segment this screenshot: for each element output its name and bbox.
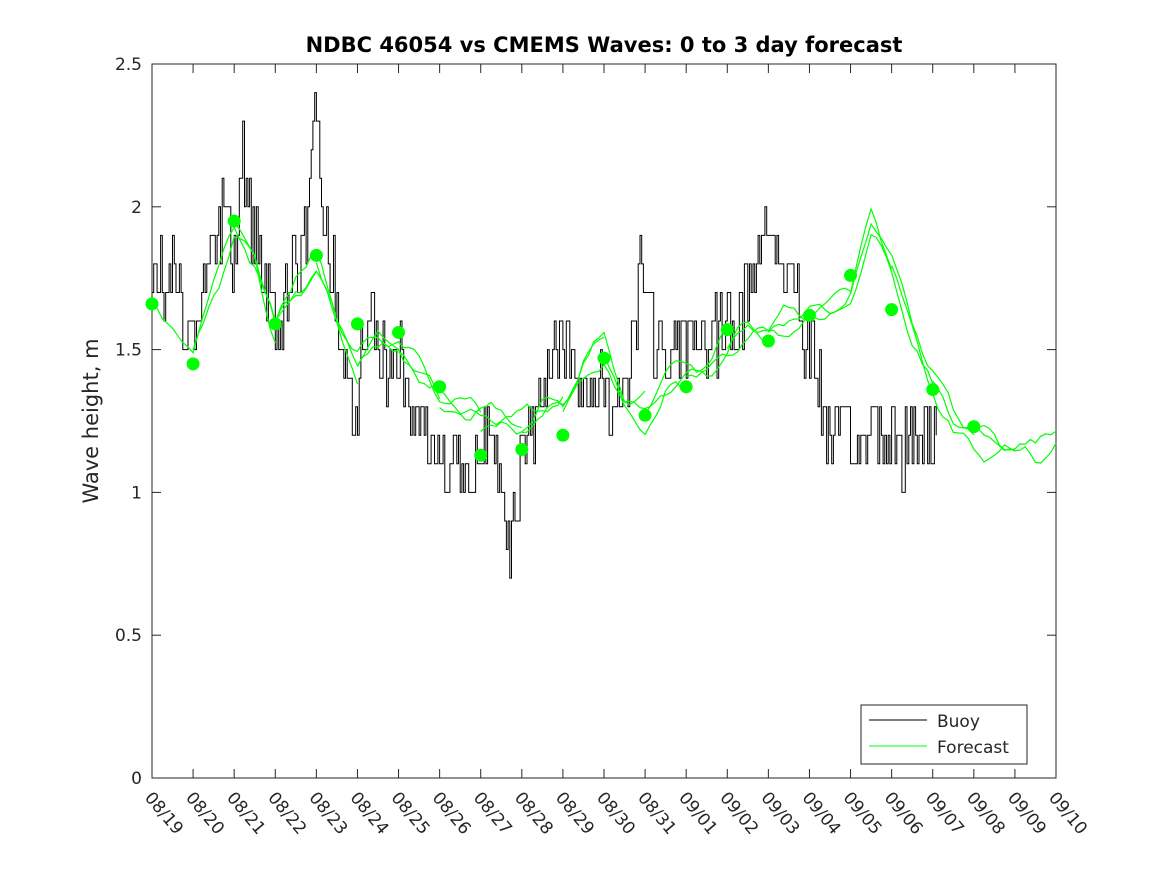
y-tick-label: 2.5: [115, 55, 142, 75]
forecast-start-marker: [802, 308, 816, 322]
x-tick-label: 08/31: [633, 788, 680, 838]
buoy-line: [152, 92, 937, 579]
forecast-run-line: [686, 311, 811, 378]
forecast-start-marker: [761, 334, 775, 348]
forecast-run-line: [603, 327, 728, 410]
forecast-start-marker: [885, 303, 899, 317]
forecast-run-line: [315, 262, 441, 400]
x-tick-label: 08/24: [346, 788, 393, 838]
x-tick-label: 09/10: [1044, 788, 1091, 838]
y-tick-label: 2: [131, 198, 142, 218]
forecast-run-line: [562, 363, 687, 436]
x-tick-label: 09/09: [1003, 788, 1050, 838]
chart-title: NDBC 46054 vs CMEMS Waves: 0 to 3 day fo…: [306, 33, 903, 57]
x-tick-label: 09/02: [715, 788, 762, 838]
legend-box: [860, 704, 1028, 765]
forecast-start-marker: [268, 317, 282, 331]
forecast-start-marker: [967, 420, 981, 434]
forecast-start-marker: [597, 351, 611, 365]
legend: Buoy Forecast: [860, 704, 1028, 765]
forecast-start-marker: [186, 357, 200, 371]
forecast-start-marker: [556, 428, 570, 442]
x-tick-label: 09/03: [757, 788, 804, 838]
forecast-start-marker: [309, 248, 323, 262]
forecast-run-line: [973, 428, 1057, 464]
y-tick-label: 1: [131, 483, 142, 503]
forecast-run-line: [644, 321, 769, 415]
x-tick-label: 08/27: [469, 788, 516, 838]
y-axis: 0 0.5 1 1.5 2 2.5: [115, 55, 1056, 789]
forecast-run-line: [439, 396, 564, 426]
plot-area: [151, 63, 1057, 779]
forecast-start-marker: [474, 448, 488, 462]
x-tick-label: 09/07: [921, 788, 968, 838]
forecast-run-line: [932, 380, 1057, 451]
x-tick-label: 08/20: [181, 788, 228, 838]
forecast-run-line: [809, 233, 934, 384]
forecast-start-marker: [844, 268, 858, 282]
forecast-start-marker: [515, 443, 529, 457]
forecast-start-marker: [227, 214, 241, 228]
y-tick-label: 1.5: [115, 341, 142, 361]
forecast-start-marker: [145, 297, 159, 311]
forecast-run-line: [192, 226, 317, 351]
forecast-series: [151, 207, 1057, 464]
x-tick-label: 08/30: [592, 788, 639, 838]
buoy-series: [152, 92, 937, 579]
x-tick-label: 08/23: [305, 788, 352, 838]
forecast-start-marker: [679, 380, 693, 394]
forecast-start-marker: [926, 383, 940, 397]
x-tick-label: 08/28: [510, 788, 557, 838]
y-axis-label: Wave height, m: [79, 338, 103, 503]
forecast-start-marker: [638, 408, 652, 422]
forecast-run-line: [480, 336, 605, 435]
x-tick-label: 09/08: [962, 788, 1009, 838]
x-tick-label: 08/22: [263, 788, 310, 838]
y-tick-label: 0.5: [115, 626, 142, 646]
x-tick-label: 08/26: [428, 788, 475, 838]
forecast-run-line: [726, 287, 851, 349]
forecast-start-marker: [392, 325, 406, 339]
y-tick-label: 0: [131, 769, 142, 789]
x-tick-label: 09/05: [839, 788, 886, 838]
forecast-run-line: [151, 235, 276, 355]
x-tick-label: 09/04: [798, 788, 845, 838]
forecast-start-markers: [145, 214, 981, 462]
x-tick-label: 09/01: [674, 788, 721, 838]
forecast-run-line: [356, 341, 482, 413]
forecast-start-marker: [720, 323, 734, 337]
legend-label-forecast: Forecast: [937, 738, 1009, 758]
forecast-start-marker: [350, 317, 364, 331]
x-tick-label: 08/29: [551, 788, 598, 838]
x-tick-label: 08/19: [140, 788, 187, 838]
forecast-run-line: [891, 265, 1016, 463]
x-tick-label: 09/06: [880, 788, 927, 838]
legend-label-buoy: Buoy: [937, 712, 980, 732]
x-tick-label: 08/21: [222, 788, 269, 838]
x-tick-label: 08/25: [387, 788, 434, 838]
forecast-start-marker: [433, 380, 447, 394]
